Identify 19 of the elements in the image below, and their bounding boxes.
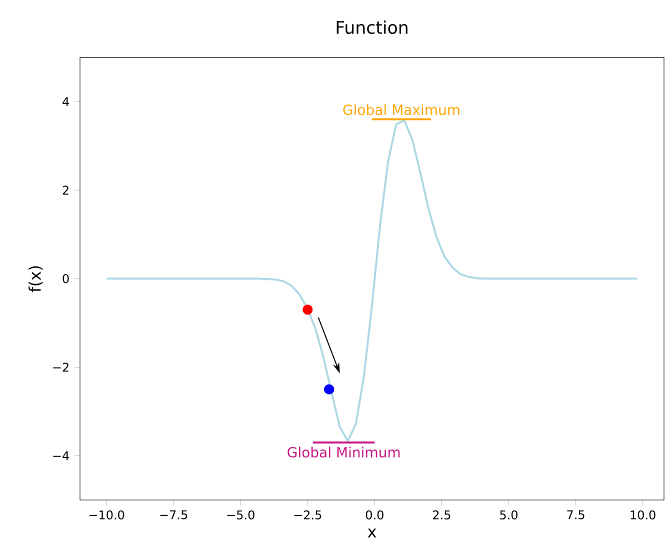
y-tick-label: −2	[53, 362, 68, 372]
y-tick-label: 0	[62, 274, 69, 284]
y-tick-label: −4	[53, 451, 69, 460]
chart-title: Function	[336, 20, 408, 34]
y-tick-label: 2	[62, 186, 68, 195]
x-tick-label: −10.0	[89, 510, 124, 520]
x-tick-label: −5.0	[227, 510, 254, 520]
x-tick-label: −7.5	[160, 510, 188, 520]
x-tick-label: 2.5	[433, 510, 450, 520]
series-label: Global Minimum	[288, 446, 400, 458]
series-label: Global Maximum	[343, 104, 460, 116]
y-tick-label: 4	[62, 97, 69, 106]
y-axis-title: f(x)	[28, 266, 43, 292]
x-tick-label: −2.5	[294, 510, 322, 520]
x-axis-title: x	[368, 528, 376, 538]
x-tick-label: 10.0	[630, 510, 656, 520]
x-tick-label: 7.5	[567, 510, 584, 520]
x-tick-label: 5.0	[500, 510, 518, 520]
x-tick-label: 0.0	[366, 510, 384, 520]
